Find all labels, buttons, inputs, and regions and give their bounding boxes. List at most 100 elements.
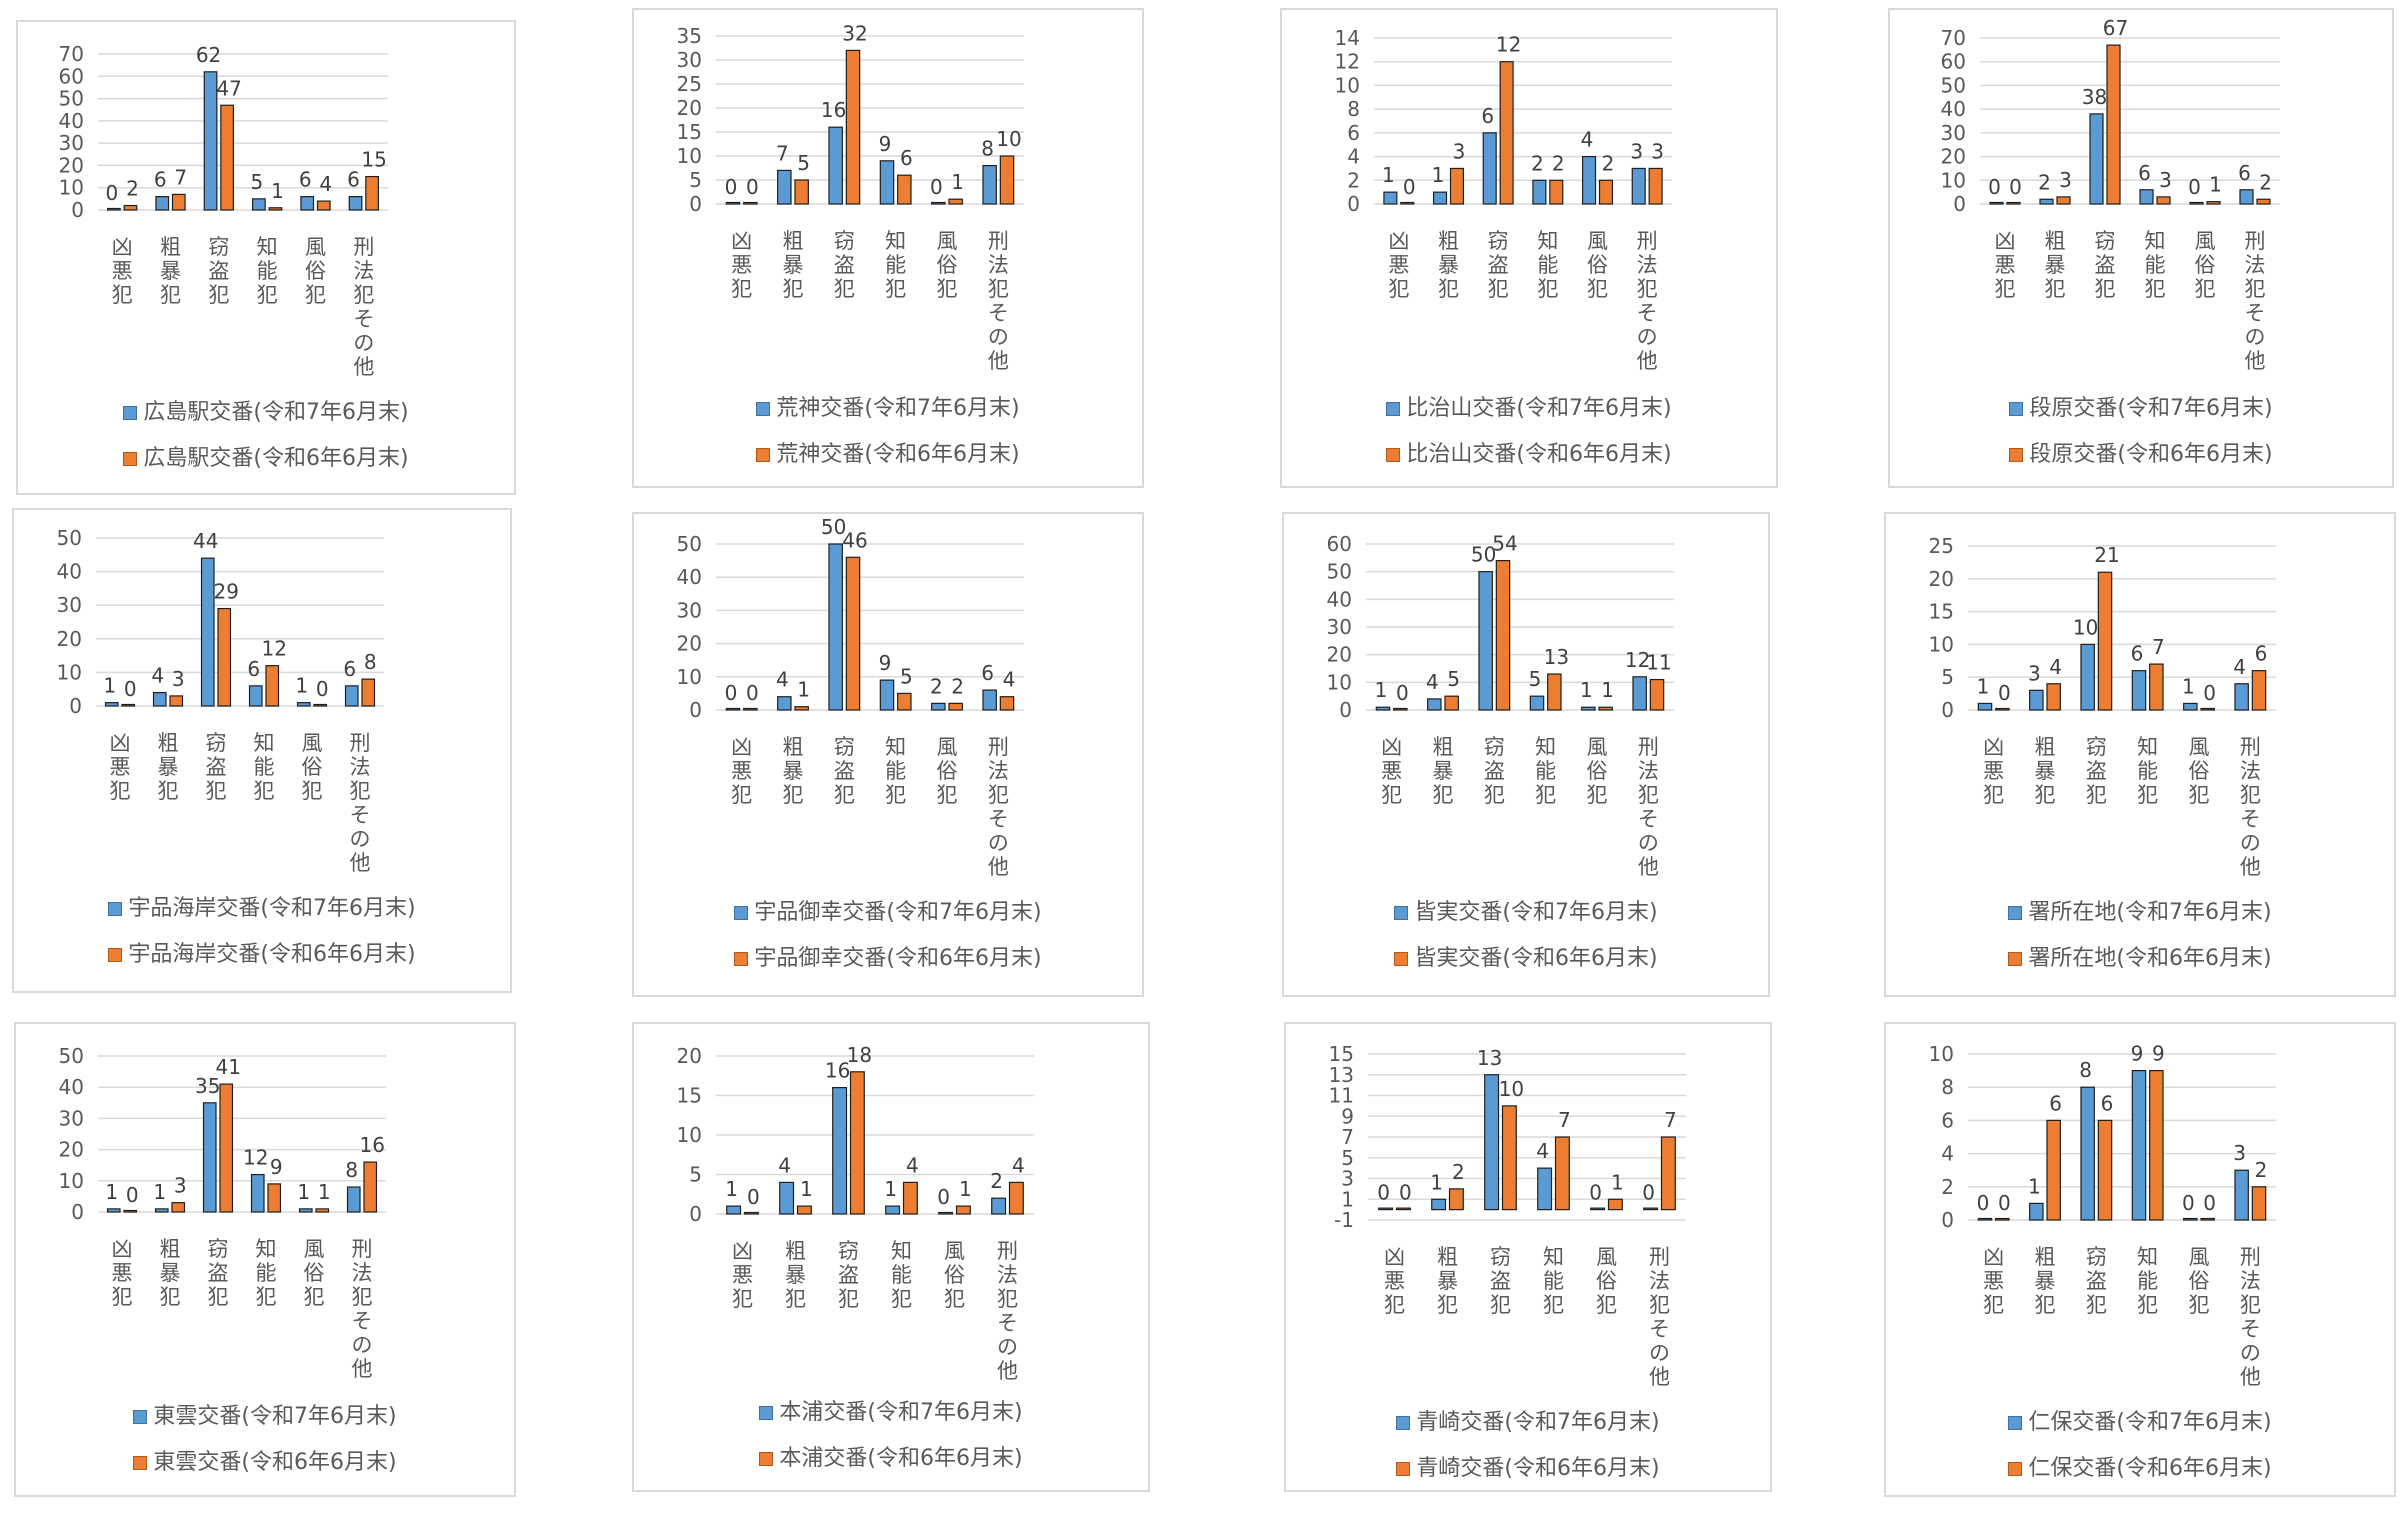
y-tick-label: 0: [1347, 192, 1360, 216]
chart-panel: 0 10 20 30 40 50 1 0 凶悪犯 4 3 粗暴犯 44 29 窃盗犯 6 12 知能犯 1 0 風俗犯 6…: [12, 508, 512, 993]
x-tick-label: 犯: [834, 277, 855, 301]
x-tick-label: 悪: [112, 1261, 133, 1285]
chart-panel: 0 2 4 6 8 10 0 0 凶悪犯 1 6 粗暴犯 8 6 窃盗犯 9 9 知能犯 0 0 風俗犯 3 2 刑法犯その他…: [1884, 1022, 2396, 1497]
x-tick-label: の: [1638, 831, 1659, 855]
legend-label: 仁保交番(令和6年6月末): [2028, 1456, 2272, 1481]
data-label: 1: [884, 1177, 897, 1201]
x-tick-label: 粗: [1433, 735, 1454, 759]
legend-swatch: [2009, 402, 2024, 416]
data-label: 13: [1544, 645, 1569, 669]
bar: [217, 607, 232, 707]
x-tick-label: 暴: [2045, 253, 2066, 277]
legend: 皆実交番(令和7年6月末) 皆実交番(令和6年6月末): [1284, 890, 1768, 982]
bar: [361, 678, 376, 707]
y-tick-label: -1: [1334, 1208, 1354, 1232]
x-tick-label: 犯: [112, 1285, 133, 1309]
legend-entry: 宇品海岸交番(令和7年6月末): [14, 886, 510, 932]
x-tick-label: 知: [254, 731, 275, 755]
x-tick-label: 犯: [988, 783, 1009, 807]
y-tick-label: 6: [1347, 121, 1360, 145]
data-label: 3: [2059, 168, 2072, 192]
x-tick-label: 俗: [304, 1261, 325, 1285]
x-tick-label: 知: [2145, 229, 2166, 253]
x-tick-label: 盗: [2086, 1269, 2107, 1293]
data-label: 3: [174, 1174, 187, 1198]
legend-entry: 青崎交番(令和6年6月末): [1286, 1446, 1770, 1492]
y-tick-label: 20: [677, 1044, 702, 1068]
bar: [2046, 1119, 2061, 1221]
bar: [2056, 196, 2071, 205]
x-tick-label: 盗: [1484, 759, 1505, 783]
x-tick-label: 法: [2240, 759, 2261, 783]
bar: [2089, 113, 2104, 205]
data-label: 1: [2209, 173, 2222, 197]
data-label: 1: [800, 1177, 813, 1201]
x-tick-label: 知: [885, 735, 906, 759]
data-label: 11: [1646, 651, 1671, 675]
bar: [1432, 191, 1448, 205]
x-tick-label: 他: [352, 1357, 373, 1381]
y-tick-label: 30: [1941, 121, 1966, 145]
bar: [2097, 1119, 2113, 1221]
data-label: 3: [172, 667, 185, 691]
bar: [2080, 1086, 2095, 1221]
x-tick-label: 暴: [2035, 1269, 2056, 1293]
data-label: 50: [821, 515, 846, 539]
legend-label: 宇品御幸交番(令和6年6月末): [754, 946, 1042, 971]
bar: [991, 1197, 1007, 1215]
data-label: 7: [2152, 635, 2165, 659]
x-tick-label: 犯: [2195, 277, 2216, 301]
y-tick-label: 5: [689, 168, 702, 192]
x-tick-label: 盗: [2086, 759, 2107, 783]
data-label: 7: [174, 165, 187, 189]
x-tick-label: 風: [2195, 229, 2216, 253]
y-tick-label: 30: [677, 598, 702, 622]
data-label: 6: [981, 661, 994, 685]
x-tick-label: そ: [353, 307, 374, 331]
legend-entry: 青崎交番(令和7年6月末): [1286, 1400, 1770, 1446]
y-tick-label: 15: [677, 120, 702, 144]
bar: [725, 707, 741, 711]
bar: [1581, 706, 1596, 711]
y-tick-label: 10: [677, 665, 702, 689]
bar: [1008, 1181, 1024, 1215]
x-tick-label: 刑: [988, 229, 1009, 253]
x-tick-label: 風: [1587, 735, 1608, 759]
x-tick-label: 悪: [1388, 253, 1409, 277]
y-tick-label: 0: [1339, 698, 1352, 722]
x-tick-label: 能: [1543, 1269, 1564, 1293]
data-label: 6: [343, 657, 356, 681]
bar: [316, 200, 331, 211]
x-tick-label: 能: [2137, 759, 2158, 783]
x-tick-label: 刑: [988, 735, 1009, 759]
chart-panel: 0 10 20 30 40 50 60 70 0 2 凶悪犯 6 7 粗暴犯 62 47 窃盗犯 5 1 知能犯 6 4 風…: [16, 20, 516, 495]
x-tick-label: 能: [2145, 253, 2166, 277]
x-tick-label: 悪: [1983, 1269, 2004, 1293]
data-label: 4: [1426, 670, 1439, 694]
x-tick-label: 他: [1638, 855, 1659, 879]
x-tick-label: 窃: [2086, 735, 2107, 759]
y-tick-label: 40: [1327, 587, 1352, 611]
data-label: 9: [2152, 1042, 2165, 1066]
y-tick-label: 40: [1941, 97, 1966, 121]
y-tick-label: 40: [59, 1075, 84, 1099]
data-label: 1: [1977, 674, 1990, 698]
legend-swatch: [123, 452, 138, 466]
bar: [832, 1086, 848, 1215]
legend-label: 比治山交番(令和7年6月末): [1406, 396, 1672, 421]
data-label: 4: [1012, 1153, 1025, 1177]
legend-swatch: [1396, 1462, 1411, 1476]
x-tick-label: 暴: [1437, 1269, 1458, 1293]
bar: [121, 703, 136, 707]
x-tick-label: 風: [2189, 1245, 2210, 1269]
y-tick-label: 50: [59, 1044, 84, 1068]
y-tick-label: 13: [1329, 1063, 1354, 1087]
x-tick-label: 盗: [1488, 253, 1509, 277]
bar: [879, 679, 895, 711]
bar: [885, 1205, 901, 1215]
bar: [1581, 155, 1597, 205]
bar: [902, 1181, 918, 1215]
y-tick-label: 30: [1327, 615, 1352, 639]
y-tick-label: 20: [1327, 643, 1352, 667]
